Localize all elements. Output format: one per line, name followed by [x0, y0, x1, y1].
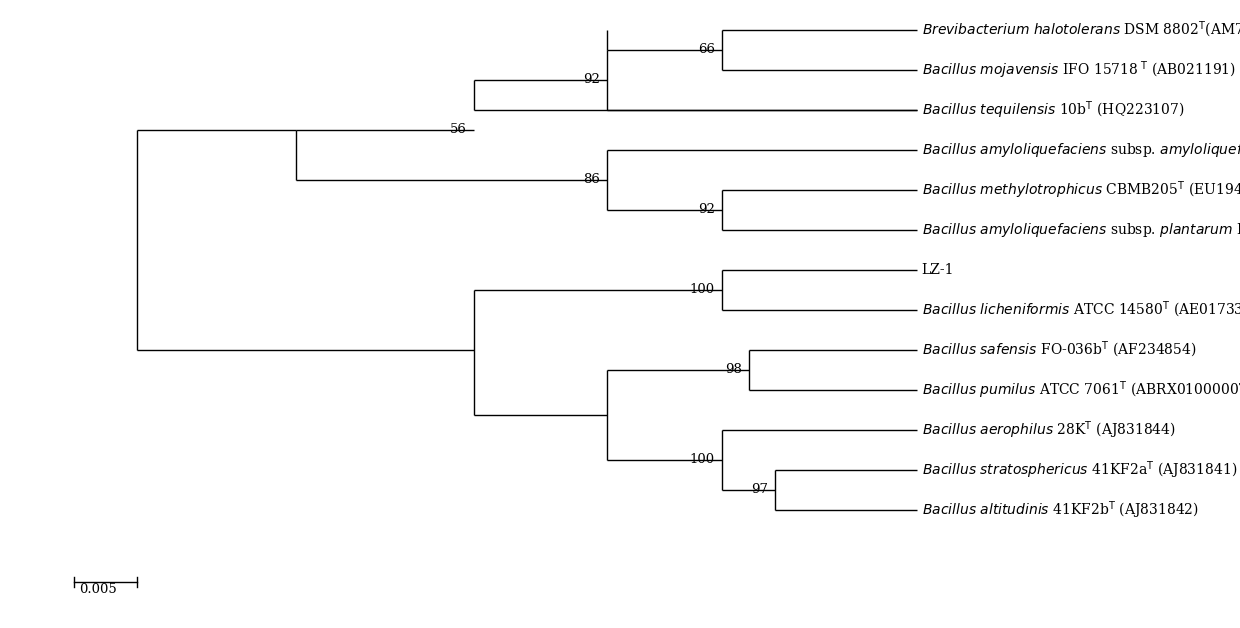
Text: 66: 66: [698, 43, 715, 56]
Text: $\mathit{Brevibacterium\ halotolerans}$ DSM 8802$^{\rm T}$(AM747812): $\mathit{Brevibacterium\ halotolerans}$ …: [921, 20, 1240, 40]
Text: $\mathit{Bacillus\ pumilus}$ ATCC 7061$^{\rm T}$ (ABRX01000007): $\mathit{Bacillus\ pumilus}$ ATCC 7061$^…: [921, 379, 1240, 401]
Text: $\mathit{Bacillus\ altitudinis}$ 41KF2b$^{\rm T}$ (AJ831842): $\mathit{Bacillus\ altitudinis}$ 41KF2b$…: [921, 499, 1199, 521]
Text: 92: 92: [698, 203, 715, 216]
Text: $\mathit{Bacillus\ licheniformis}$ ATCC 14580$^{\rm T}$ (AE017333): $\mathit{Bacillus\ licheniformis}$ ATCC …: [921, 300, 1240, 320]
Text: $\mathit{Bacillus\ safensis}$ FO-036b$^{\rm T}$ (AF234854): $\mathit{Bacillus\ safensis}$ FO-036b$^{…: [921, 340, 1197, 360]
Text: $\mathit{Bacillus\ amyloliquefaciens}$ subsp. $\mathit{amyloliquefaciens}$ DSM 7: $\mathit{Bacillus\ amyloliquefaciens}$ s…: [921, 139, 1240, 161]
Text: $\mathit{Bacillus\ mojavensis}$ IFO 15718$^{\rm \ T}$ (AB021191): $\mathit{Bacillus\ mojavensis}$ IFO 1571…: [921, 60, 1235, 81]
Text: $\mathit{Bacillus\ methylotrophicus}$ CBMB205$^{\rm T}$ (EU194897): $\mathit{Bacillus\ methylotrophicus}$ CB…: [921, 180, 1240, 201]
Text: $\mathit{Bacillus\ stratosphericus}$ 41KF2a$^{\rm T}$ (AJ831841): $\mathit{Bacillus\ stratosphericus}$ 41K…: [921, 459, 1238, 480]
Text: 98: 98: [724, 363, 742, 376]
Text: $\mathit{Bacillus\ aerophilus}$ 28K$^{\rm T}$ (AJ831844): $\mathit{Bacillus\ aerophilus}$ 28K$^{\r…: [921, 419, 1176, 441]
Text: 97: 97: [751, 483, 768, 495]
Text: 0.005: 0.005: [79, 583, 117, 596]
Text: 56: 56: [450, 123, 466, 136]
Text: LZ-1: LZ-1: [921, 263, 954, 277]
Text: 100: 100: [689, 283, 715, 296]
Text: 100: 100: [689, 453, 715, 466]
Text: 86: 86: [583, 173, 600, 186]
Text: $\mathit{Bacillus\ tequilensis}$ 10b$^{\rm T}$ (HQ223107): $\mathit{Bacillus\ tequilensis}$ 10b$^{\…: [921, 99, 1184, 121]
Text: 92: 92: [583, 73, 600, 86]
Text: $\mathit{Bacillus\ amyloliquefaciens}$ subsp. $\mathit{plantarum}$ FZB42$^{\rm T: $\mathit{Bacillus\ amyloliquefaciens}$ s…: [921, 219, 1240, 241]
